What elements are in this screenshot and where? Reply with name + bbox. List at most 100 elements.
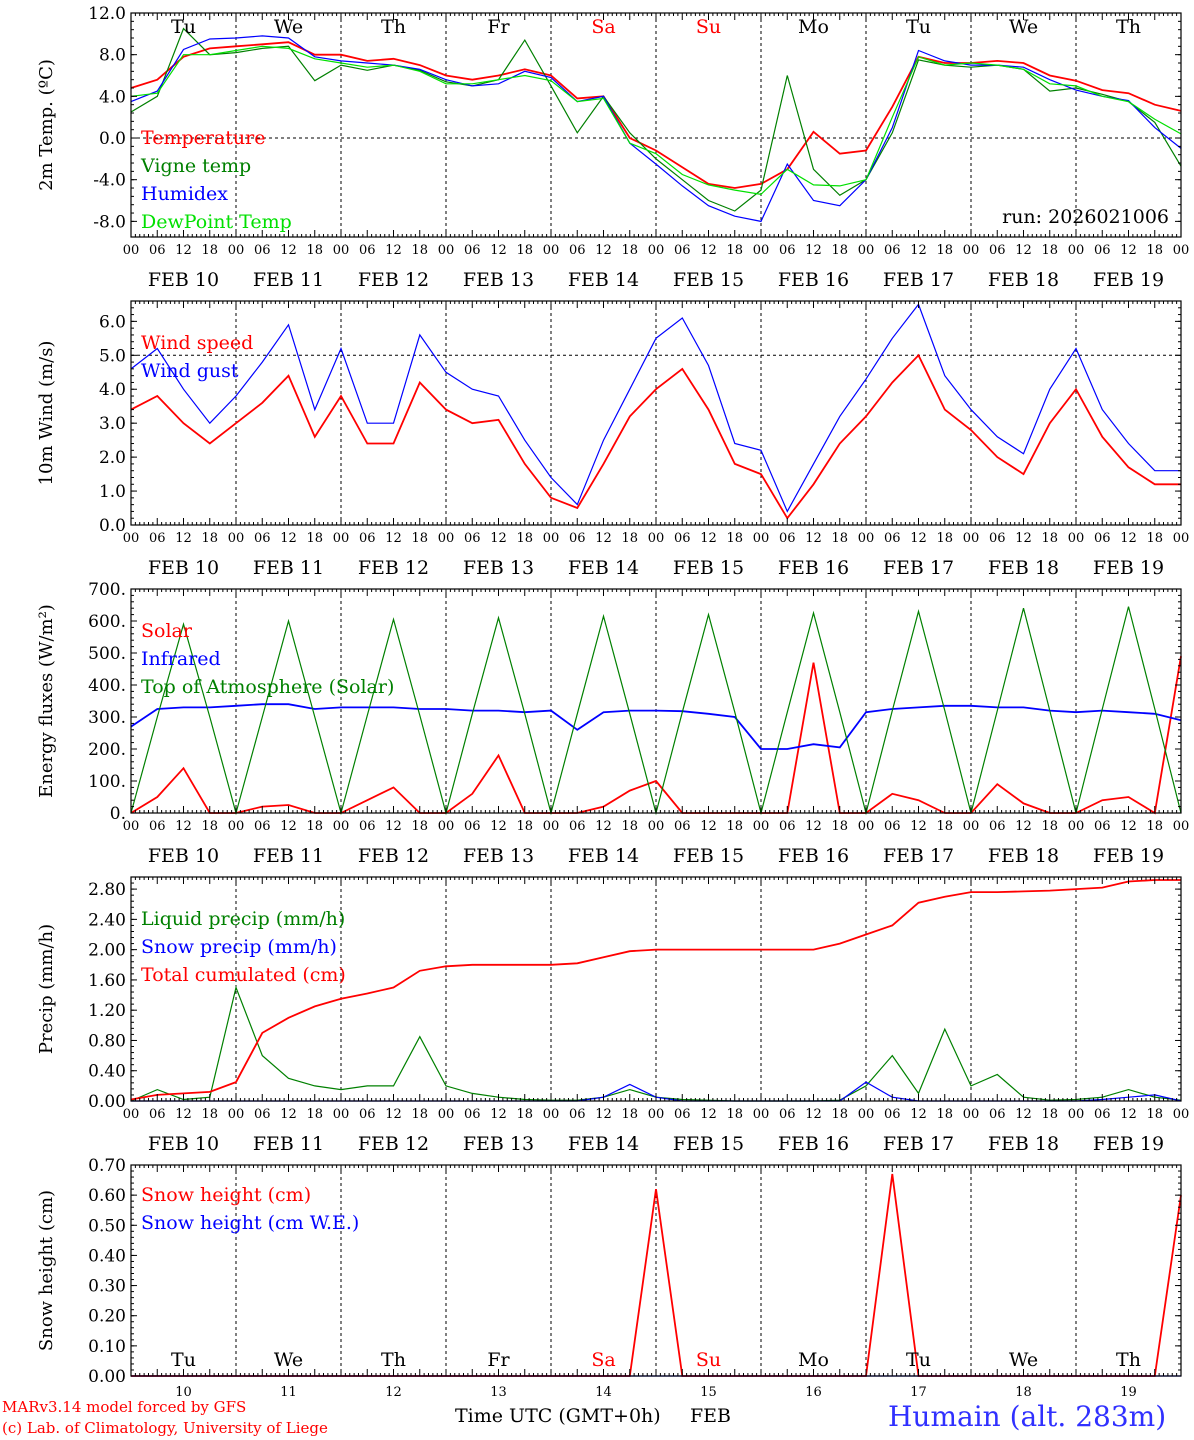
y-tick-label: 0.0 <box>99 129 126 149</box>
x-date-label: FEB 16 <box>778 557 849 579</box>
x-date-label: FEB 11 <box>253 557 324 579</box>
x-hour-label: 12 <box>805 819 822 834</box>
x-date-label: FEB 18 <box>988 269 1059 291</box>
x-hour-label: 06 <box>779 531 796 546</box>
x-hour-label: 12 <box>805 243 822 258</box>
y-tick-label: 2.40 <box>88 910 126 930</box>
y-tick-label: 2.00 <box>88 941 126 961</box>
x-axis-month: FEB <box>690 1405 732 1427</box>
x-date-label: FEB 14 <box>568 269 639 291</box>
x-hour-label: 12 <box>175 819 192 834</box>
y-tick-label: 0.10 <box>88 1337 126 1357</box>
x-hour-label: 00 <box>1173 819 1190 834</box>
y-tick-label: 6.0 <box>99 312 126 332</box>
x-hour-label: 12 <box>910 243 927 258</box>
x-date-label: FEB 15 <box>673 557 744 579</box>
x-hour-label: 18 <box>831 1107 848 1122</box>
bottom-day-label: Tu <box>906 1349 931 1371</box>
x-hour-label: 18 <box>306 1107 323 1122</box>
x-date-label: FEB 13 <box>463 845 534 867</box>
x-hour-label: 00 <box>543 1107 560 1122</box>
x-hour-label: 00 <box>543 531 560 546</box>
x-hour-label: 12 <box>1015 819 1032 834</box>
y-tick-label: 12.0 <box>88 4 126 24</box>
x-hour-label: 12 <box>595 531 612 546</box>
x-date-label: FEB 14 <box>568 557 639 579</box>
x-hour-label: 12 <box>700 1107 717 1122</box>
x-hour-label: 18 <box>831 243 848 258</box>
y-tick-label: 0.0 <box>99 516 126 536</box>
y-tick-label: 0.40 <box>88 1062 126 1082</box>
x-date-label: FEB 13 <box>463 1133 534 1155</box>
x-date-label: FEB 17 <box>883 557 954 579</box>
x-hour-label: 06 <box>464 243 481 258</box>
x-hour-label: 06 <box>884 819 901 834</box>
y-tick-label: 0.50 <box>88 1216 126 1236</box>
panel-2: 700. 600. 500. 400. 300. 200. 100. 0. Energy flu… <box>36 580 1189 867</box>
x-hour-label: 18 <box>1146 243 1163 258</box>
x-hour-label: 06 <box>569 531 586 546</box>
x-hour-label: 06 <box>674 531 691 546</box>
x-hour-label: 00 <box>963 819 980 834</box>
x-hour-label: 06 <box>569 1107 586 1122</box>
x-hour-label: 18 <box>621 1107 638 1122</box>
x-hour-label: 06 <box>359 243 376 258</box>
x-hour-label: 06 <box>149 819 166 834</box>
y-tick-label: 1.60 <box>88 971 126 991</box>
x-hour-label: 18 <box>306 819 323 834</box>
x-hour-label: 06 <box>254 819 271 834</box>
x-hour-label: 18 <box>201 243 218 258</box>
bottom-day-number: 16 <box>805 1385 822 1400</box>
x-date-label: FEB 17 <box>883 269 954 291</box>
x-hour-label: 18 <box>201 1107 218 1122</box>
x-hour-label: 12 <box>490 531 507 546</box>
x-date-label: FEB 16 <box>778 1133 849 1155</box>
y-tick-label: 0.80 <box>88 1031 126 1051</box>
x-date-label: FEB 19 <box>1093 557 1164 579</box>
x-hour-label: 18 <box>726 243 743 258</box>
x-hour-label: 12 <box>1015 243 1032 258</box>
y-axis-label: Energy fluxes (W/m²) <box>36 604 57 798</box>
x-hour-label: 12 <box>1015 1107 1032 1122</box>
x-hour-label: 06 <box>1094 531 1111 546</box>
x-hour-label: 06 <box>464 819 481 834</box>
bottom-day-number: 10 <box>175 1385 192 1400</box>
y-tick-label: 2.80 <box>88 880 126 900</box>
x-hour-label: 06 <box>674 819 691 834</box>
x-hour-label: 00 <box>858 531 875 546</box>
x-date-label: FEB 18 <box>988 845 1059 867</box>
y-axis-label: 10m Wind (m/s) <box>36 341 57 486</box>
x-hour-label: 06 <box>674 243 691 258</box>
y-tick-label: 200. <box>88 740 126 760</box>
legend-entry: Total cumulated (cm) <box>141 964 346 986</box>
x-hour-label: 18 <box>306 243 323 258</box>
x-date-label: FEB 13 <box>463 557 534 579</box>
y-tick-label: 0.00 <box>88 1092 126 1112</box>
x-hour-label: 06 <box>779 243 796 258</box>
x-hour-label: 18 <box>1146 819 1163 834</box>
x-hour-label: 18 <box>936 531 953 546</box>
day-label: Th <box>381 16 406 38</box>
bottom-day-number: 15 <box>700 1385 717 1400</box>
x-date-label: FEB 12 <box>358 845 429 867</box>
x-hour-label: 00 <box>648 531 665 546</box>
x-date-label: FEB 13 <box>463 269 534 291</box>
x-hour-label: 00 <box>1173 1107 1190 1122</box>
x-hour-label: 18 <box>936 243 953 258</box>
x-date-label: FEB 10 <box>148 557 219 579</box>
x-hour-label: 12 <box>910 531 927 546</box>
x-hour-label: 18 <box>621 819 638 834</box>
day-label: Mo <box>798 16 829 38</box>
x-hour-label: 12 <box>175 531 192 546</box>
y-tick-label: 0.20 <box>88 1307 126 1327</box>
x-hour-label: 00 <box>858 819 875 834</box>
y-tick-label: 0. <box>110 804 126 824</box>
y-tick-label: 600. <box>88 612 126 632</box>
x-date-label: FEB 18 <box>988 557 1059 579</box>
x-hour-label: 18 <box>1041 819 1058 834</box>
x-hour-label: 06 <box>254 531 271 546</box>
x-hour-label: 06 <box>569 819 586 834</box>
x-hour-label: 06 <box>884 1107 901 1122</box>
x-hour-label: 18 <box>1146 531 1163 546</box>
run-label: run: 2026021006 <box>1002 206 1169 228</box>
